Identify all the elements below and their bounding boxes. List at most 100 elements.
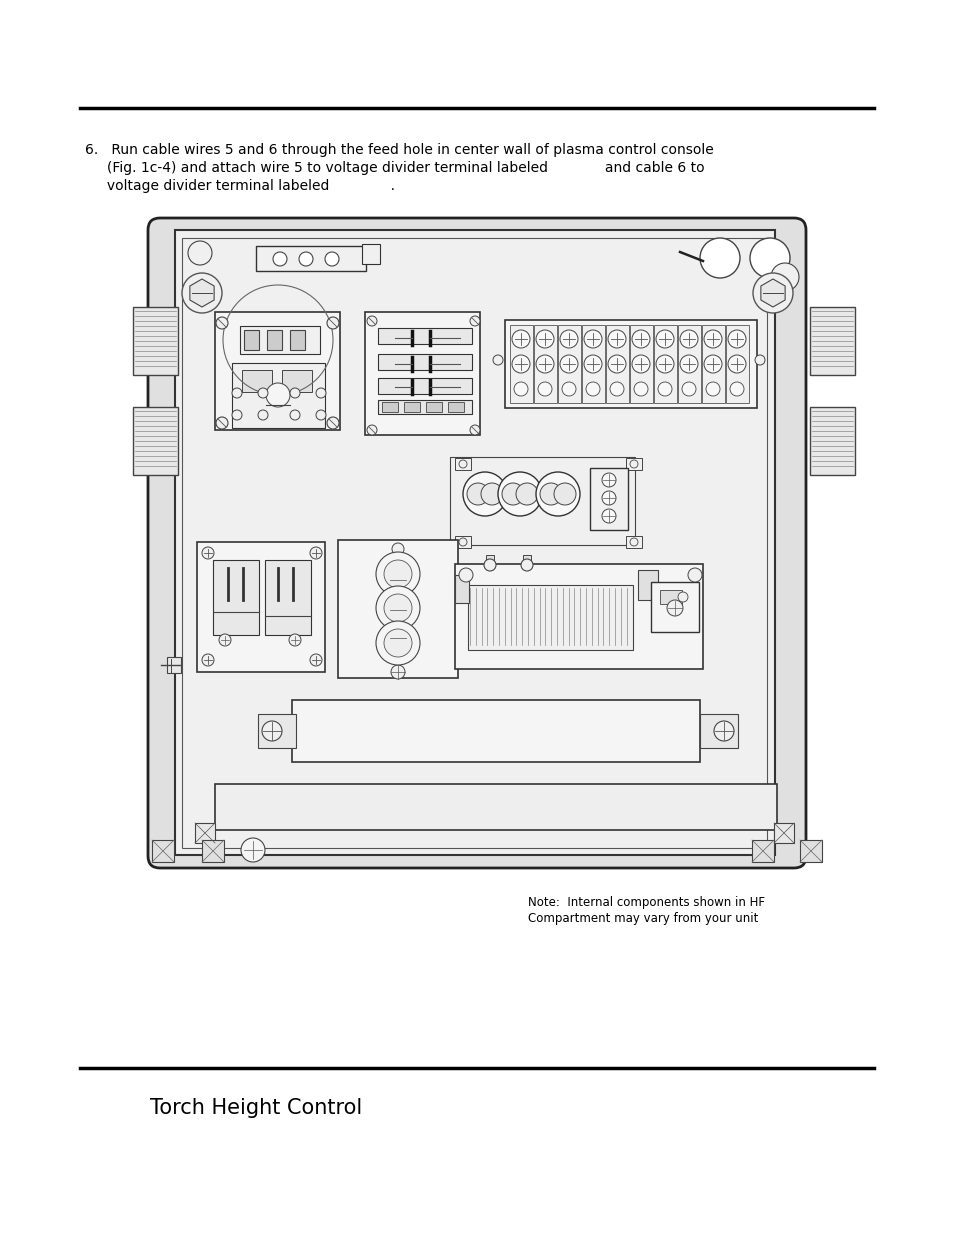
- Bar: [290, 330, 305, 350]
- Circle shape: [241, 839, 265, 862]
- Circle shape: [609, 382, 623, 396]
- Bar: [377, 400, 472, 414]
- Text: Compartment may vary from your unit: Compartment may vary from your unit: [527, 911, 758, 925]
- Circle shape: [607, 330, 625, 348]
- Circle shape: [770, 263, 799, 291]
- Circle shape: [215, 317, 228, 329]
- Circle shape: [375, 585, 419, 630]
- Bar: [659, 590, 681, 604]
- Bar: [455, 576, 469, 603]
- Bar: [232, 363, 325, 429]
- Circle shape: [458, 568, 473, 582]
- Bar: [485, 555, 494, 564]
- Circle shape: [629, 459, 638, 468]
- Circle shape: [700, 238, 740, 278]
- Circle shape: [656, 354, 673, 373]
- Circle shape: [501, 483, 523, 505]
- Bar: [174, 230, 774, 855]
- Circle shape: [462, 472, 506, 516]
- Circle shape: [215, 417, 228, 429]
- Circle shape: [273, 252, 287, 266]
- Bar: [132, 308, 178, 375]
- Circle shape: [583, 330, 601, 348]
- Bar: [534, 325, 557, 403]
- Circle shape: [384, 594, 412, 622]
- Circle shape: [367, 316, 376, 326]
- Circle shape: [202, 655, 213, 666]
- Bar: [242, 370, 272, 391]
- Bar: [809, 408, 854, 475]
- Circle shape: [298, 252, 313, 266]
- Circle shape: [458, 538, 467, 546]
- Circle shape: [749, 238, 789, 278]
- Bar: [700, 714, 738, 748]
- Circle shape: [536, 330, 554, 348]
- Bar: [292, 700, 700, 762]
- Circle shape: [656, 330, 673, 348]
- Bar: [455, 564, 702, 669]
- Bar: [391, 564, 405, 653]
- Bar: [182, 238, 766, 848]
- Circle shape: [705, 382, 720, 396]
- Circle shape: [539, 483, 561, 505]
- Circle shape: [634, 382, 647, 396]
- Circle shape: [729, 382, 743, 396]
- Circle shape: [483, 559, 496, 571]
- Bar: [654, 325, 677, 403]
- Circle shape: [514, 382, 527, 396]
- Bar: [377, 354, 472, 370]
- Circle shape: [188, 241, 212, 266]
- Text: Torch Height Control: Torch Height Control: [150, 1098, 362, 1118]
- Circle shape: [559, 354, 578, 373]
- Circle shape: [703, 330, 721, 348]
- Circle shape: [631, 354, 649, 373]
- Bar: [468, 488, 572, 500]
- Bar: [244, 330, 258, 350]
- Circle shape: [257, 410, 268, 420]
- Bar: [629, 325, 652, 403]
- Circle shape: [516, 483, 537, 505]
- Circle shape: [266, 383, 290, 408]
- Circle shape: [512, 330, 530, 348]
- Circle shape: [554, 483, 576, 505]
- Bar: [510, 325, 533, 403]
- Circle shape: [470, 425, 479, 435]
- Circle shape: [754, 354, 764, 366]
- Circle shape: [262, 721, 282, 741]
- Bar: [214, 784, 776, 830]
- Circle shape: [536, 354, 554, 373]
- Circle shape: [559, 330, 578, 348]
- Circle shape: [310, 547, 322, 559]
- Circle shape: [607, 354, 625, 373]
- Circle shape: [629, 538, 638, 546]
- Bar: [589, 468, 627, 530]
- Circle shape: [219, 634, 231, 646]
- Bar: [725, 325, 748, 403]
- Bar: [403, 403, 419, 412]
- Bar: [426, 403, 441, 412]
- Circle shape: [467, 483, 489, 505]
- Bar: [455, 458, 471, 471]
- Circle shape: [327, 317, 338, 329]
- Circle shape: [289, 634, 301, 646]
- Bar: [558, 325, 580, 403]
- Circle shape: [232, 410, 242, 420]
- Circle shape: [687, 568, 701, 582]
- Circle shape: [470, 316, 479, 326]
- Circle shape: [631, 330, 649, 348]
- Circle shape: [585, 382, 599, 396]
- Bar: [213, 559, 258, 635]
- Circle shape: [601, 473, 616, 487]
- Bar: [504, 320, 757, 408]
- Circle shape: [367, 425, 376, 435]
- Bar: [196, 542, 325, 672]
- Circle shape: [713, 721, 733, 741]
- FancyBboxPatch shape: [148, 219, 805, 868]
- Bar: [152, 840, 173, 862]
- Bar: [194, 823, 214, 844]
- Bar: [365, 312, 479, 435]
- Circle shape: [384, 629, 412, 657]
- Circle shape: [666, 600, 682, 616]
- Circle shape: [310, 655, 322, 666]
- Circle shape: [375, 552, 419, 597]
